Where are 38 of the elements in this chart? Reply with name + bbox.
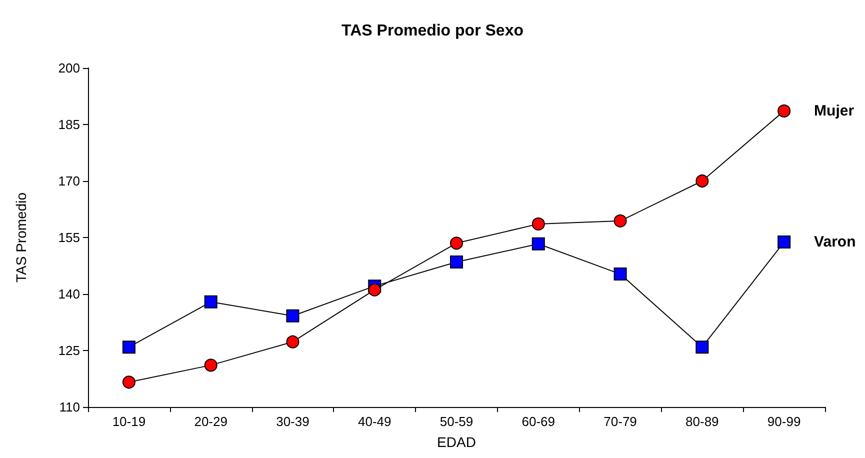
point (286, 335, 300, 348)
point (450, 255, 463, 268)
point (450, 236, 463, 250)
x-tick-label: 60-69 (522, 414, 556, 429)
point (122, 376, 136, 389)
point (368, 283, 382, 296)
point (286, 309, 300, 322)
x-tick-label: 50-59 (440, 414, 474, 429)
point (204, 358, 218, 372)
y-tick-label: 125 (58, 343, 80, 358)
x-tick-label: 70-79 (604, 414, 637, 429)
point (778, 104, 791, 118)
point (696, 174, 709, 188)
x-tick-label: 40-49 (358, 414, 392, 429)
point (532, 217, 545, 230)
point (778, 236, 791, 249)
series-label: Varon (814, 234, 856, 251)
x-tick-label: 30-39 (276, 414, 310, 429)
point (122, 340, 136, 354)
x-tick-label: 90-99 (767, 414, 801, 429)
y-tick-label: 155 (58, 230, 80, 245)
point (204, 295, 218, 308)
y-tick-label: 110 (59, 400, 80, 414)
x-tick-label: 80-89 (686, 414, 719, 429)
x-tick-label: 20-29 (194, 414, 228, 429)
point (614, 268, 627, 281)
x-axis-title: EDAD (437, 434, 476, 450)
y-axis-title: TAS Promedio (13, 192, 29, 282)
y-tick-label: 200 (58, 60, 80, 76)
series-label: Mujer (814, 102, 854, 120)
y-tick-label: 170 (58, 174, 80, 188)
x-tick-label: 10-19 (112, 414, 146, 429)
point (696, 340, 709, 354)
y-tick-label: 185 (58, 117, 80, 132)
point (614, 214, 627, 228)
chart-title: TAS Promedio por Sexo (342, 22, 524, 40)
point (532, 237, 545, 250)
y-tick-label: 140 (58, 286, 80, 302)
